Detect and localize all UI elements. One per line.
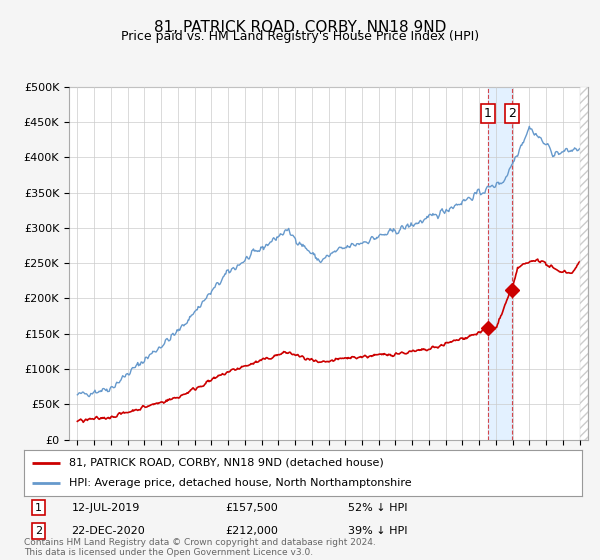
Text: Price paid vs. HM Land Registry's House Price Index (HPI): Price paid vs. HM Land Registry's House … (121, 30, 479, 43)
Text: 52% ↓ HPI: 52% ↓ HPI (347, 503, 407, 512)
Bar (488, 87, 512, 440)
Text: £212,000: £212,000 (225, 526, 278, 536)
Text: 81, PATRICK ROAD, CORBY, NN18 9ND: 81, PATRICK ROAD, CORBY, NN18 9ND (154, 20, 446, 35)
Text: Contains HM Land Registry data © Crown copyright and database right 2024.
This d: Contains HM Land Registry data © Crown c… (24, 538, 376, 557)
Text: 1: 1 (484, 107, 492, 120)
Text: 2: 2 (35, 526, 42, 536)
Text: £157,500: £157,500 (225, 503, 278, 512)
Text: 39% ↓ HPI: 39% ↓ HPI (347, 526, 407, 536)
Text: 2: 2 (508, 107, 516, 120)
Text: 12-JUL-2019: 12-JUL-2019 (71, 503, 140, 512)
Text: HPI: Average price, detached house, North Northamptonshire: HPI: Average price, detached house, Nort… (68, 478, 411, 488)
Text: 22-DEC-2020: 22-DEC-2020 (71, 526, 145, 536)
Text: 81, PATRICK ROAD, CORBY, NN18 9ND (detached house): 81, PATRICK ROAD, CORBY, NN18 9ND (detac… (68, 458, 383, 468)
Text: 1: 1 (35, 503, 42, 512)
